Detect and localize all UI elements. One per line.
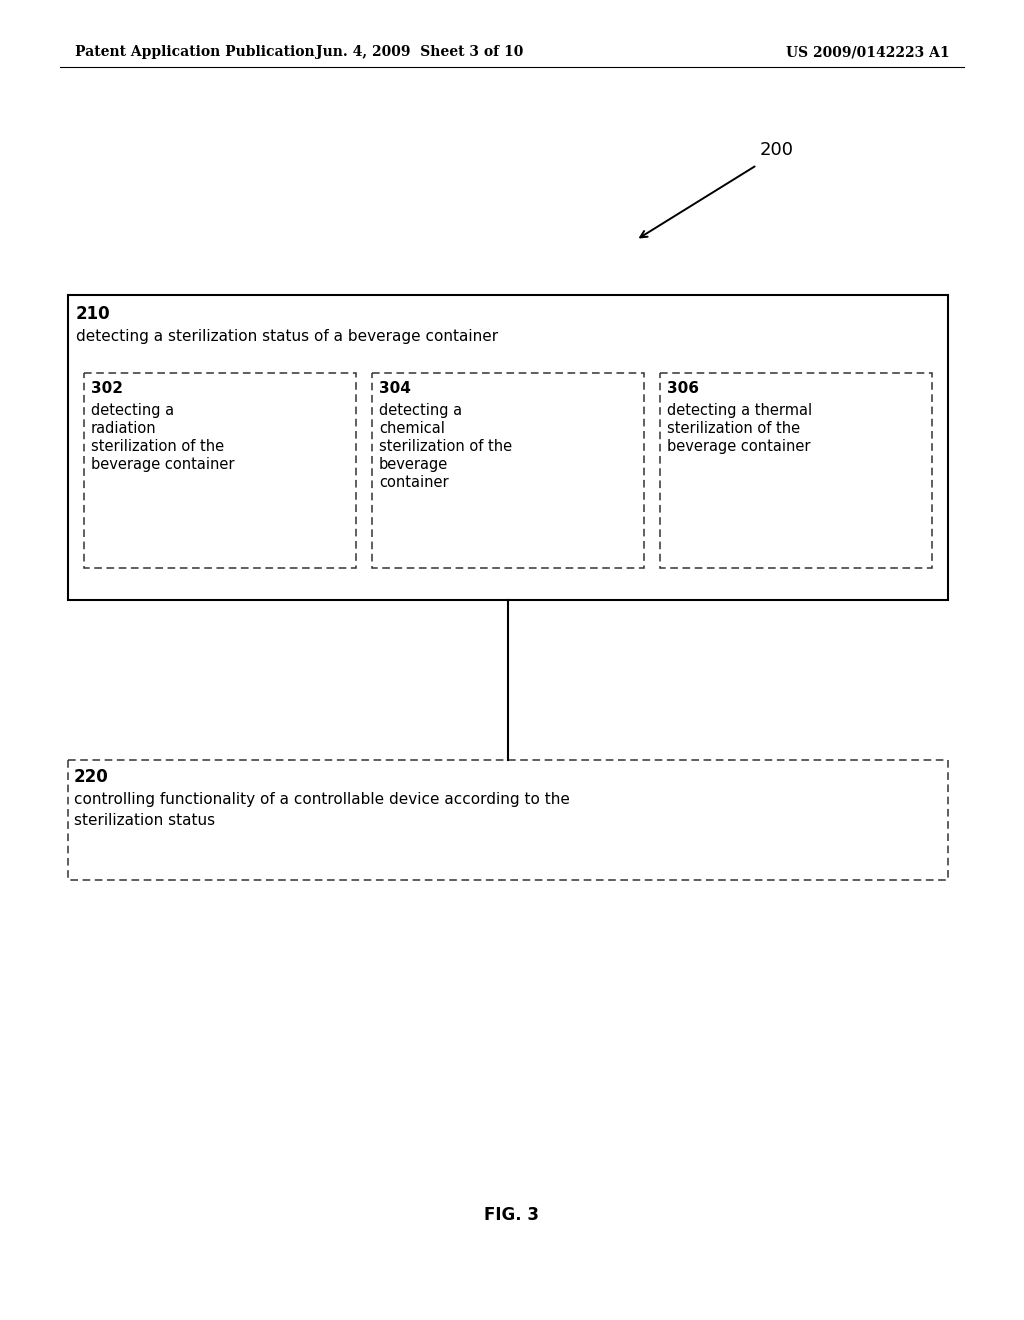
Text: detecting a thermal: detecting a thermal — [667, 403, 812, 418]
Text: FIG. 3: FIG. 3 — [484, 1206, 540, 1224]
Bar — [68, 760, 948, 880]
Text: Jun. 4, 2009  Sheet 3 of 10: Jun. 4, 2009 Sheet 3 of 10 — [316, 45, 523, 59]
Bar — [660, 374, 932, 568]
Text: 302: 302 — [91, 381, 123, 396]
Text: detecting a: detecting a — [91, 403, 174, 418]
Text: US 2009/0142223 A1: US 2009/0142223 A1 — [786, 45, 950, 59]
Text: radiation: radiation — [91, 421, 157, 436]
Text: detecting a sterilization status of a beverage container: detecting a sterilization status of a be… — [76, 329, 498, 345]
Bar — [68, 294, 948, 601]
Text: beverage container: beverage container — [667, 440, 811, 454]
Text: 304: 304 — [379, 381, 411, 396]
Text: sterilization of the: sterilization of the — [379, 440, 512, 454]
Text: 210: 210 — [76, 305, 111, 323]
Text: sterilization status: sterilization status — [74, 813, 215, 828]
Text: controlling functionality of a controllable device according to the: controlling functionality of a controlla… — [74, 792, 570, 807]
Text: 306: 306 — [667, 381, 699, 396]
Text: detecting a: detecting a — [379, 403, 462, 418]
Bar — [84, 374, 356, 568]
Text: beverage: beverage — [379, 457, 449, 473]
Text: sterilization of the: sterilization of the — [667, 421, 800, 436]
Text: sterilization of the: sterilization of the — [91, 440, 224, 454]
Text: beverage container: beverage container — [91, 457, 234, 473]
Bar — [372, 374, 644, 568]
Text: 200: 200 — [760, 141, 794, 158]
Text: Patent Application Publication: Patent Application Publication — [75, 45, 314, 59]
Text: 220: 220 — [74, 768, 109, 785]
Text: chemical: chemical — [379, 421, 444, 436]
Text: container: container — [379, 475, 449, 490]
